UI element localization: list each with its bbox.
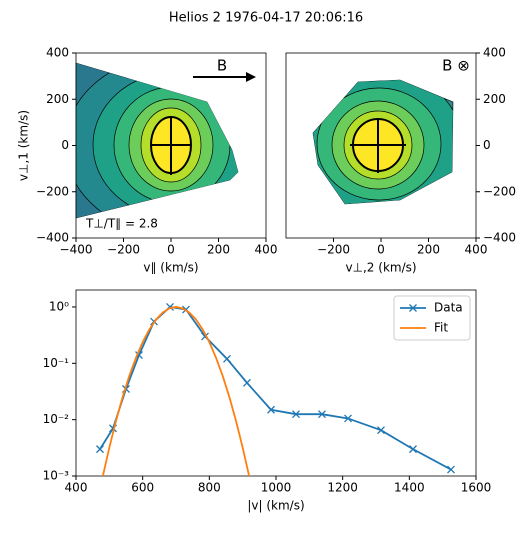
x-tick-label: 200 bbox=[207, 243, 230, 257]
data-point bbox=[318, 410, 326, 419]
data-point bbox=[243, 378, 251, 387]
legend-label: Fit bbox=[434, 321, 448, 335]
contour-right bbox=[312, 79, 454, 205]
x-tick-label: 800 bbox=[198, 481, 221, 495]
data-point bbox=[267, 405, 275, 414]
x-tick-label: 0 bbox=[167, 243, 175, 257]
y-tick-label: 10⁰ bbox=[49, 299, 69, 313]
y-tick-label: −400 bbox=[36, 231, 69, 245]
x-tick-label: 1000 bbox=[261, 481, 292, 495]
legend-box bbox=[393, 295, 471, 341]
data-point bbox=[344, 414, 352, 423]
y-tick-label: 400 bbox=[46, 46, 69, 60]
x-tick-label: −200 bbox=[107, 243, 140, 257]
data-point bbox=[292, 410, 300, 419]
x-tick-label: 0 bbox=[377, 243, 385, 257]
x-tick-label: 400 bbox=[255, 243, 278, 257]
x-tick-label: 400 bbox=[65, 481, 88, 495]
y-tick-label: 200 bbox=[483, 92, 506, 106]
data-point bbox=[223, 354, 231, 363]
data-point bbox=[377, 426, 385, 435]
y-tick-label: 0 bbox=[61, 138, 69, 152]
data-point bbox=[447, 465, 455, 474]
y-tick-label: −200 bbox=[36, 184, 69, 198]
x-tick-label: 200 bbox=[417, 243, 440, 257]
annotation: B bbox=[217, 57, 227, 75]
legend-label: Data bbox=[434, 301, 463, 315]
y-tick-label: 200 bbox=[46, 92, 69, 106]
x-axis-label: v∥ (km/s) bbox=[143, 261, 198, 275]
legend-marker bbox=[409, 304, 417, 312]
y-tick-label: −200 bbox=[483, 184, 516, 198]
x-tick-label: 600 bbox=[131, 481, 154, 495]
x-tick-label: 400 bbox=[465, 243, 488, 257]
y-tick-label: −400 bbox=[483, 231, 516, 245]
y-tick-label: 400 bbox=[483, 46, 506, 60]
annotation: T⊥/T∥ = 2.8 bbox=[85, 217, 158, 231]
x-tick-label: 1400 bbox=[394, 481, 425, 495]
data-point bbox=[409, 445, 417, 454]
x-tick-label: −200 bbox=[317, 243, 350, 257]
y-tick-label: 0 bbox=[483, 138, 491, 152]
figure-title: Helios 2 1976-04-17 20:06:16 bbox=[169, 11, 363, 26]
y-axis-label: v⊥,1 (km/s) bbox=[17, 110, 31, 181]
x-axis-label: v⊥,2 (km/s) bbox=[345, 261, 416, 275]
x-tick-label: 1600 bbox=[461, 481, 492, 495]
x-axis-label: |v| (km/s) bbox=[247, 499, 304, 513]
y-tick-label: 10⁻² bbox=[43, 412, 70, 426]
series-line bbox=[101, 306, 251, 476]
x-tick-label: 1200 bbox=[327, 481, 358, 495]
x-tick-label: −400 bbox=[60, 243, 93, 257]
data-point bbox=[96, 445, 104, 454]
plot-area bbox=[96, 303, 455, 476]
y-tick-label: 10⁻³ bbox=[43, 469, 70, 483]
annotation: B ⊗ bbox=[442, 57, 470, 75]
y-tick-label: 10⁻¹ bbox=[43, 356, 70, 370]
